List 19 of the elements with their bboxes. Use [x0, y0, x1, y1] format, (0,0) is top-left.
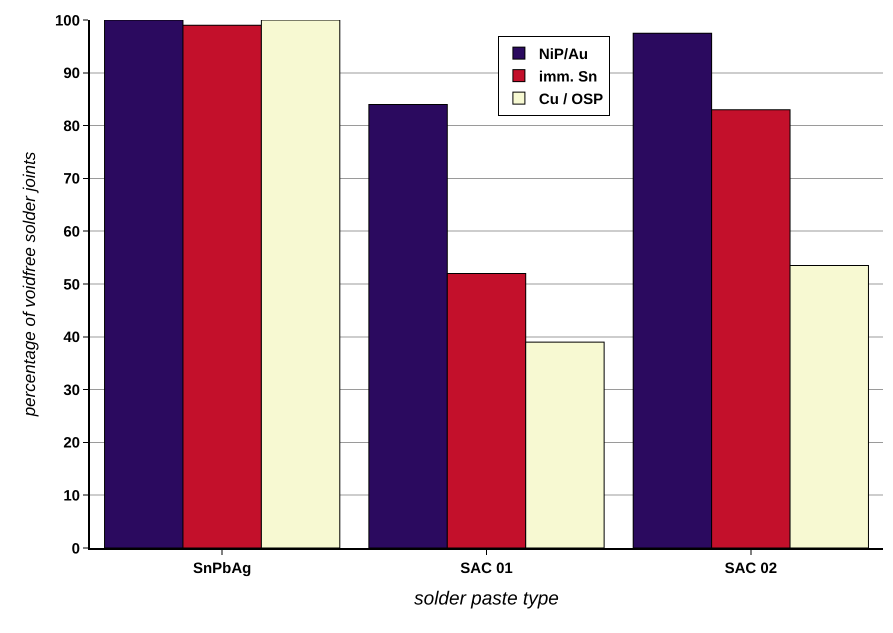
y-tick-label: 0: [72, 540, 80, 558]
y-tick-label: 20: [63, 434, 80, 452]
x-tick-label: SAC 02: [724, 560, 778, 577]
y-tick-label: 60: [63, 223, 80, 240]
y-tick-label: 90: [63, 65, 80, 82]
y-tick-label: 40: [63, 329, 80, 346]
legend-label: Cu / OSP: [538, 90, 604, 108]
y-tick-label: 70: [63, 170, 80, 188]
y-tick-label: 30: [63, 382, 80, 399]
x-tick-label: SnPbAg: [193, 560, 252, 577]
x-axis-title: solder paste type: [414, 588, 559, 610]
y-tick-label: 50: [63, 276, 80, 294]
legend-label: imm. Sn: [538, 68, 598, 86]
x-tick-label: SAC 01: [460, 560, 513, 577]
legend-label: NiP/Au: [538, 46, 588, 63]
y-tick-label: 100: [54, 12, 80, 30]
y-tick-label: 80: [63, 118, 80, 135]
y-tick-label: 10: [63, 487, 80, 504]
y-axis-title: percentage of voidfree solder joints: [20, 151, 40, 418]
